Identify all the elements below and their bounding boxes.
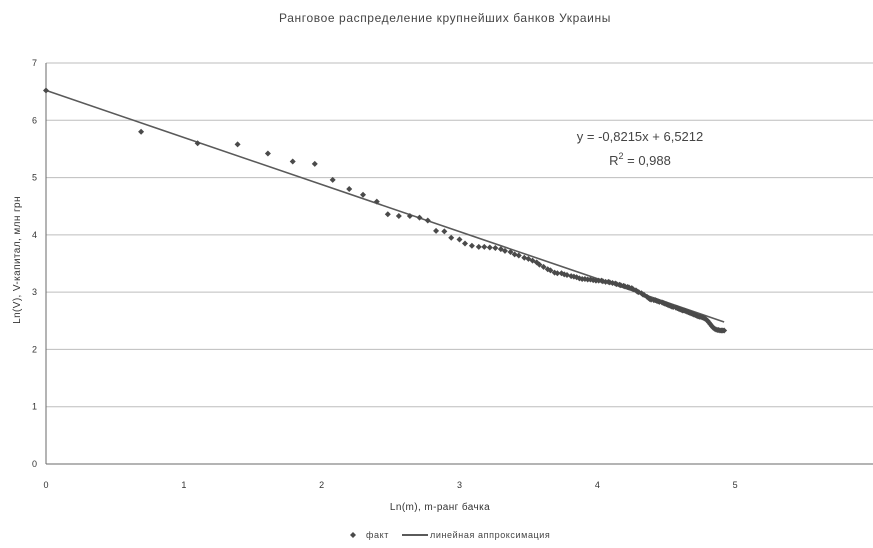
r-squared-label: R2 = 0,988 bbox=[609, 151, 671, 168]
data-point-40 bbox=[554, 270, 561, 277]
x-tick-1: 1 bbox=[181, 480, 186, 490]
data-point-35 bbox=[536, 261, 543, 268]
data-point-14 bbox=[416, 214, 423, 221]
data-point-17 bbox=[441, 228, 448, 235]
data-point-6 bbox=[311, 160, 318, 167]
legend-label-fakt: факт bbox=[366, 530, 389, 540]
data-point-18 bbox=[448, 234, 455, 241]
x-tick-2: 2 bbox=[319, 480, 324, 490]
r-squared-prefix: R bbox=[609, 153, 618, 168]
y-tick-7: 7 bbox=[32, 58, 37, 68]
data-point-19 bbox=[456, 236, 463, 243]
x-tick-4: 4 bbox=[595, 480, 600, 490]
data-point-25 bbox=[492, 245, 499, 252]
data-point-1 bbox=[138, 128, 145, 135]
data-point-15 bbox=[424, 217, 431, 224]
x-tick-3: 3 bbox=[457, 480, 462, 490]
data-point-7 bbox=[329, 176, 336, 183]
data-point-8 bbox=[346, 186, 353, 193]
data-point-2 bbox=[194, 140, 201, 147]
data-point-12 bbox=[395, 212, 402, 219]
y-tick-0: 0 bbox=[32, 459, 37, 469]
y-tick-6: 6 bbox=[32, 115, 37, 125]
legend: факт линейная аппроксимация bbox=[350, 530, 550, 540]
r-squared-superscript: 2 bbox=[619, 151, 624, 161]
data-point-13 bbox=[406, 212, 413, 219]
data-point-4 bbox=[264, 150, 271, 157]
data-point-22 bbox=[475, 243, 482, 250]
grid-lines bbox=[46, 62, 873, 408]
data-point-23 bbox=[481, 243, 488, 250]
legend-diamond-icon bbox=[350, 532, 356, 538]
data-point-38 bbox=[547, 267, 554, 274]
y-tick-1: 1 bbox=[32, 402, 37, 412]
data-point-130 bbox=[721, 327, 728, 334]
r-squared-value: = 0,988 bbox=[624, 153, 671, 168]
data-point-20 bbox=[462, 240, 469, 247]
data-point-10 bbox=[373, 198, 380, 205]
axes bbox=[45, 63, 873, 465]
y-axis-label: Ln(V), V-капитал, млн грн bbox=[12, 196, 23, 324]
y-tick-labels: 0 1 2 3 4 5 6 7 bbox=[32, 58, 37, 469]
legend-label-trend: линейная аппроксимация bbox=[430, 530, 550, 540]
data-point-16 bbox=[433, 227, 440, 234]
data-point-21 bbox=[468, 242, 475, 249]
y-tick-5: 5 bbox=[32, 173, 37, 183]
data-point-36 bbox=[540, 263, 547, 270]
data-point-11 bbox=[384, 211, 391, 218]
data-point-24 bbox=[486, 244, 493, 251]
data-point-9 bbox=[360, 191, 367, 198]
chart-title: Ранговое распределение крупнейших банков… bbox=[279, 11, 611, 25]
y-tick-2: 2 bbox=[32, 344, 37, 354]
y-tick-4: 4 bbox=[32, 230, 37, 240]
data-point-0 bbox=[43, 87, 49, 94]
data-point-27 bbox=[501, 247, 508, 254]
y-tick-3: 3 bbox=[32, 287, 37, 297]
x-tick-labels: 0 1 2 3 4 5 bbox=[43, 480, 737, 490]
x-tick-5: 5 bbox=[733, 480, 738, 490]
x-axis-label: Ln(m), m-ранг бачка bbox=[390, 501, 490, 513]
data-point-30 bbox=[515, 252, 522, 259]
data-point-3 bbox=[234, 141, 241, 148]
x-tick-0: 0 bbox=[43, 480, 48, 490]
data-point-28 bbox=[507, 249, 514, 256]
data-points bbox=[43, 87, 728, 334]
data-point-5 bbox=[289, 158, 296, 165]
regression-equation: y = -0,8215x + 6,5212 bbox=[577, 129, 703, 144]
